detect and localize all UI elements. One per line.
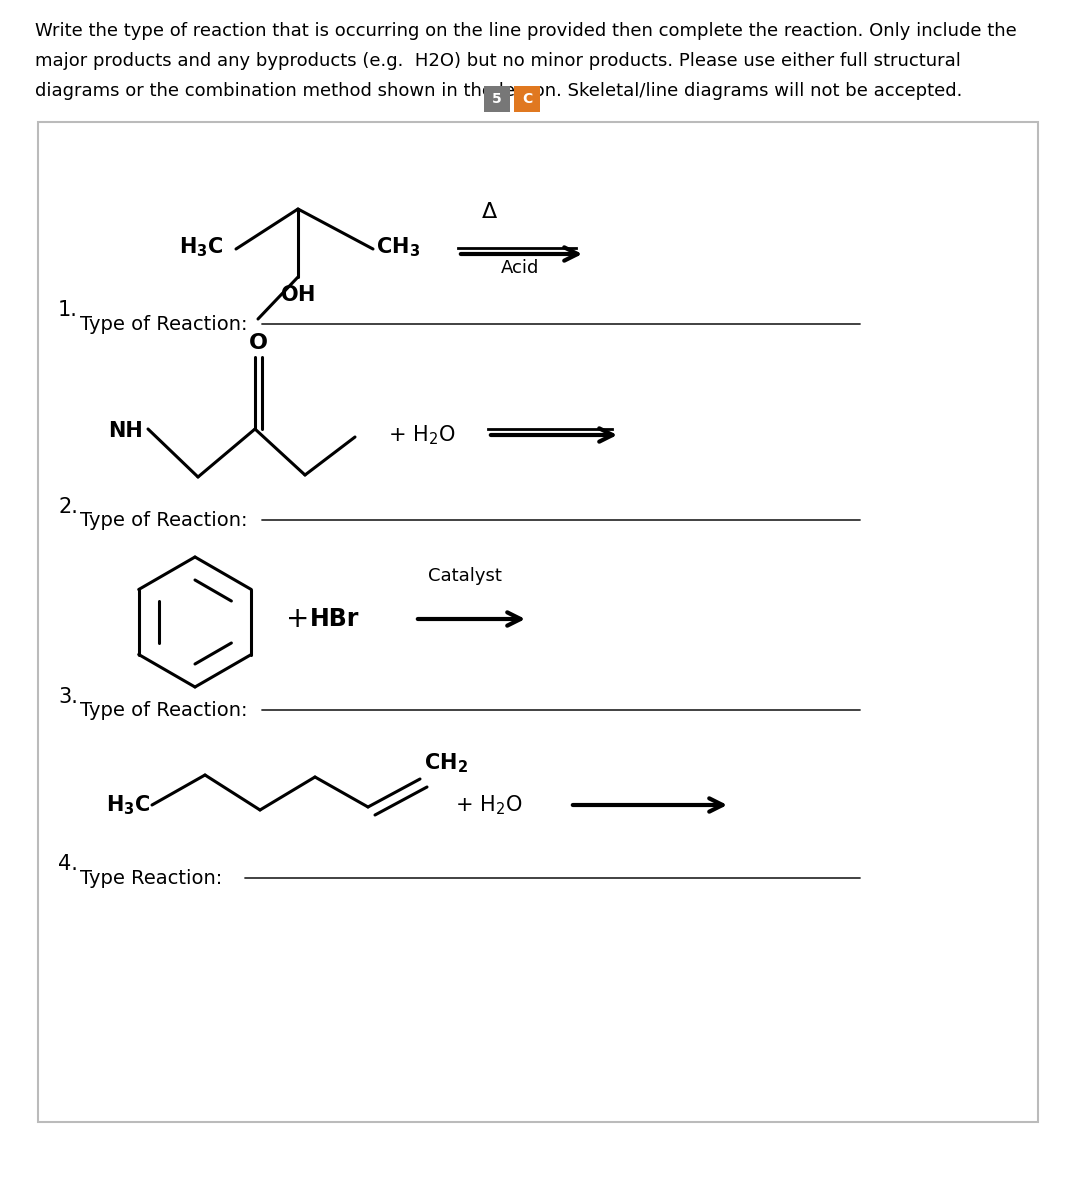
Text: $\mathregular{OH}$: $\mathregular{OH}$ xyxy=(281,285,315,305)
Text: $\mathregular{H_3C}$: $\mathregular{H_3C}$ xyxy=(105,794,150,816)
Text: $+$: $+$ xyxy=(285,604,308,633)
Text: Catalyst: Catalyst xyxy=(428,567,501,585)
Text: NH: NH xyxy=(109,421,143,440)
Bar xyxy=(38,122,1038,1122)
Text: $\mathregular{H_3C}$: $\mathregular{H_3C}$ xyxy=(179,235,223,259)
Text: $\mathregular{CH_3}$: $\mathregular{CH_3}$ xyxy=(376,235,420,259)
Text: diagrams or the combination method shown in the lesson. Skeletal/line diagrams w: diagrams or the combination method shown… xyxy=(36,83,962,101)
Text: $\Delta$: $\Delta$ xyxy=(481,202,498,221)
Text: 3.: 3. xyxy=(58,687,77,707)
Text: $\mathregular{CH_2}$: $\mathregular{CH_2}$ xyxy=(424,752,468,774)
Text: Type of Reaction:: Type of Reaction: xyxy=(80,701,247,721)
Text: 2.: 2. xyxy=(58,497,77,517)
Bar xyxy=(484,86,510,113)
Text: major products and any byproducts (e.g.  H2O) but no minor products. Please use : major products and any byproducts (e.g. … xyxy=(36,51,961,69)
Text: HBr: HBr xyxy=(310,607,359,631)
Text: O: O xyxy=(249,333,268,353)
Text: 5: 5 xyxy=(492,92,501,107)
Text: Acid: Acid xyxy=(500,259,539,277)
Text: C: C xyxy=(522,92,533,107)
Text: Type Reaction:: Type Reaction: xyxy=(80,869,223,888)
Text: 1.: 1. xyxy=(58,300,77,320)
Text: Type of Reaction:: Type of Reaction: xyxy=(80,511,247,530)
Text: Type of Reaction:: Type of Reaction: xyxy=(80,315,247,334)
Text: Write the type of reaction that is occurring on the line provided then complete : Write the type of reaction that is occur… xyxy=(36,22,1017,40)
Text: $+\ \mathregular{H_2O}$: $+\ \mathregular{H_2O}$ xyxy=(455,794,522,816)
Text: $+\ \mathregular{H_2O}$: $+\ \mathregular{H_2O}$ xyxy=(388,424,455,446)
Bar xyxy=(514,86,540,113)
Text: 4.: 4. xyxy=(58,853,77,874)
